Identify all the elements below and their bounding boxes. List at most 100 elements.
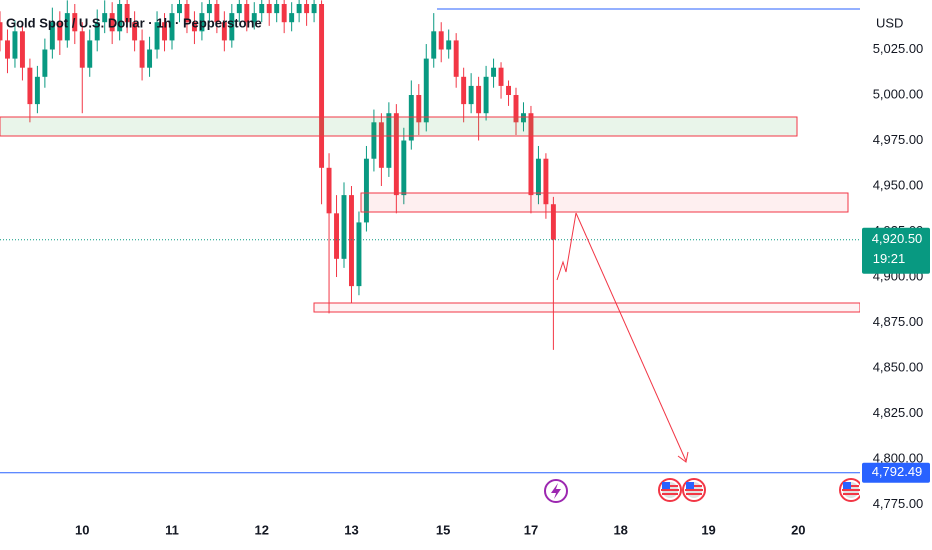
projection-path bbox=[556, 212, 577, 281]
x-tick-label: 12 bbox=[255, 522, 269, 537]
candle-body bbox=[476, 85, 482, 114]
candle-body bbox=[184, 4, 190, 23]
y-tick-label: 4,975.00 bbox=[873, 132, 924, 147]
candle-body bbox=[124, 4, 130, 23]
chart-title: Gold Spot / U.S. Dollar · 1h · Peppersto… bbox=[6, 15, 262, 30]
candle-body bbox=[147, 49, 153, 68]
candle-body bbox=[177, 4, 182, 14]
candle-body bbox=[341, 195, 347, 259]
y-tick-label: 5,025.00 bbox=[873, 41, 924, 56]
candle-body bbox=[498, 67, 504, 86]
candle-body bbox=[483, 76, 489, 114]
x-tick-label: 15 bbox=[436, 522, 450, 537]
candle-body bbox=[386, 113, 392, 168]
candle-body bbox=[378, 122, 384, 168]
candle-body bbox=[401, 140, 407, 196]
event-icon[interactable] bbox=[544, 479, 568, 503]
alert-label: 4,792.49 bbox=[872, 464, 923, 479]
candle-body bbox=[5, 40, 10, 59]
candle-body bbox=[221, 22, 227, 41]
event-icon[interactable] bbox=[682, 478, 706, 502]
candle-body bbox=[304, 4, 310, 14]
x-tick-label: 18 bbox=[613, 522, 627, 537]
candle-body bbox=[206, 4, 212, 14]
candle-body bbox=[0, 22, 3, 41]
y-tick-label: 4,825.00 bbox=[873, 405, 924, 420]
axes: 5,025.005,000.004,975.004,950.004,925.00… bbox=[75, 41, 930, 537]
candle-body bbox=[550, 204, 556, 240]
last-price-label: 4,920.50 bbox=[872, 231, 923, 246]
candle-body bbox=[506, 85, 511, 96]
candle-body bbox=[349, 195, 354, 287]
candle-body bbox=[169, 13, 175, 41]
candle-body bbox=[408, 95, 414, 141]
candle-body bbox=[311, 4, 317, 14]
candle-body bbox=[72, 13, 78, 32]
x-tick-label: 10 bbox=[75, 522, 89, 537]
candle-body bbox=[87, 40, 93, 68]
candle-body bbox=[543, 158, 549, 205]
y-tick-label: 4,800.00 bbox=[873, 450, 924, 465]
x-tick-label: 19 bbox=[701, 522, 715, 537]
candle-body bbox=[431, 31, 437, 59]
candle-body bbox=[446, 40, 452, 50]
y-tick-label: 4,875.00 bbox=[873, 314, 924, 329]
candle-body bbox=[191, 22, 197, 32]
candle-body bbox=[535, 158, 541, 196]
candle-body bbox=[356, 222, 362, 287]
candle-body bbox=[139, 40, 145, 68]
y-tick-label: 4,950.00 bbox=[873, 177, 924, 192]
candle-body bbox=[281, 4, 287, 23]
x-tick-label: 11 bbox=[165, 522, 179, 537]
candle-body bbox=[27, 67, 33, 105]
candle-body bbox=[229, 13, 235, 41]
y-tick-label: 5,000.00 bbox=[873, 86, 924, 101]
candle-body bbox=[491, 67, 497, 77]
candle-body bbox=[162, 22, 167, 41]
x-tick-label: 13 bbox=[344, 522, 358, 537]
candle-body bbox=[453, 40, 459, 77]
candle-body bbox=[326, 167, 332, 214]
alert-label-box bbox=[862, 462, 930, 483]
candle-body bbox=[19, 31, 25, 68]
candle-body bbox=[289, 13, 295, 23]
candle-layer bbox=[0, 0, 860, 474]
candle-body bbox=[64, 13, 70, 41]
candle-body bbox=[236, 4, 242, 14]
candle-body bbox=[49, 22, 55, 50]
candle-body bbox=[102, 13, 108, 23]
candle-body bbox=[528, 113, 534, 196]
candle-body bbox=[334, 213, 339, 259]
candle-body bbox=[296, 4, 302, 14]
candle-body bbox=[363, 158, 369, 223]
price-axis bbox=[860, 0, 932, 550]
countdown: 19:21 bbox=[873, 251, 906, 266]
candle-body bbox=[259, 4, 265, 14]
projection-arrow bbox=[575, 212, 687, 462]
candle-body bbox=[371, 122, 377, 159]
candle-body bbox=[319, 4, 325, 168]
candle-body bbox=[468, 85, 474, 105]
candle-body bbox=[34, 76, 40, 105]
candle-body bbox=[132, 22, 138, 41]
candle-body bbox=[461, 76, 467, 105]
candle-body bbox=[12, 31, 18, 59]
resistance-zone bbox=[360, 192, 849, 213]
candle-body bbox=[94, 22, 100, 41]
candle-body bbox=[214, 4, 220, 23]
candle-body bbox=[521, 113, 526, 123]
candle-body bbox=[117, 4, 123, 32]
event-icon[interactable] bbox=[839, 478, 863, 502]
candle-body bbox=[251, 13, 257, 23]
candle-body bbox=[109, 13, 115, 32]
candle-body bbox=[274, 4, 280, 14]
x-tick-label: 17 bbox=[524, 522, 538, 537]
event-icon[interactable] bbox=[658, 478, 682, 502]
y-tick-label: 4,850.00 bbox=[873, 359, 924, 374]
candle-body bbox=[199, 13, 205, 32]
arrow-head bbox=[677, 451, 689, 463]
demand-zone bbox=[313, 302, 861, 313]
candle-body bbox=[154, 22, 160, 50]
candle-body bbox=[438, 31, 444, 50]
